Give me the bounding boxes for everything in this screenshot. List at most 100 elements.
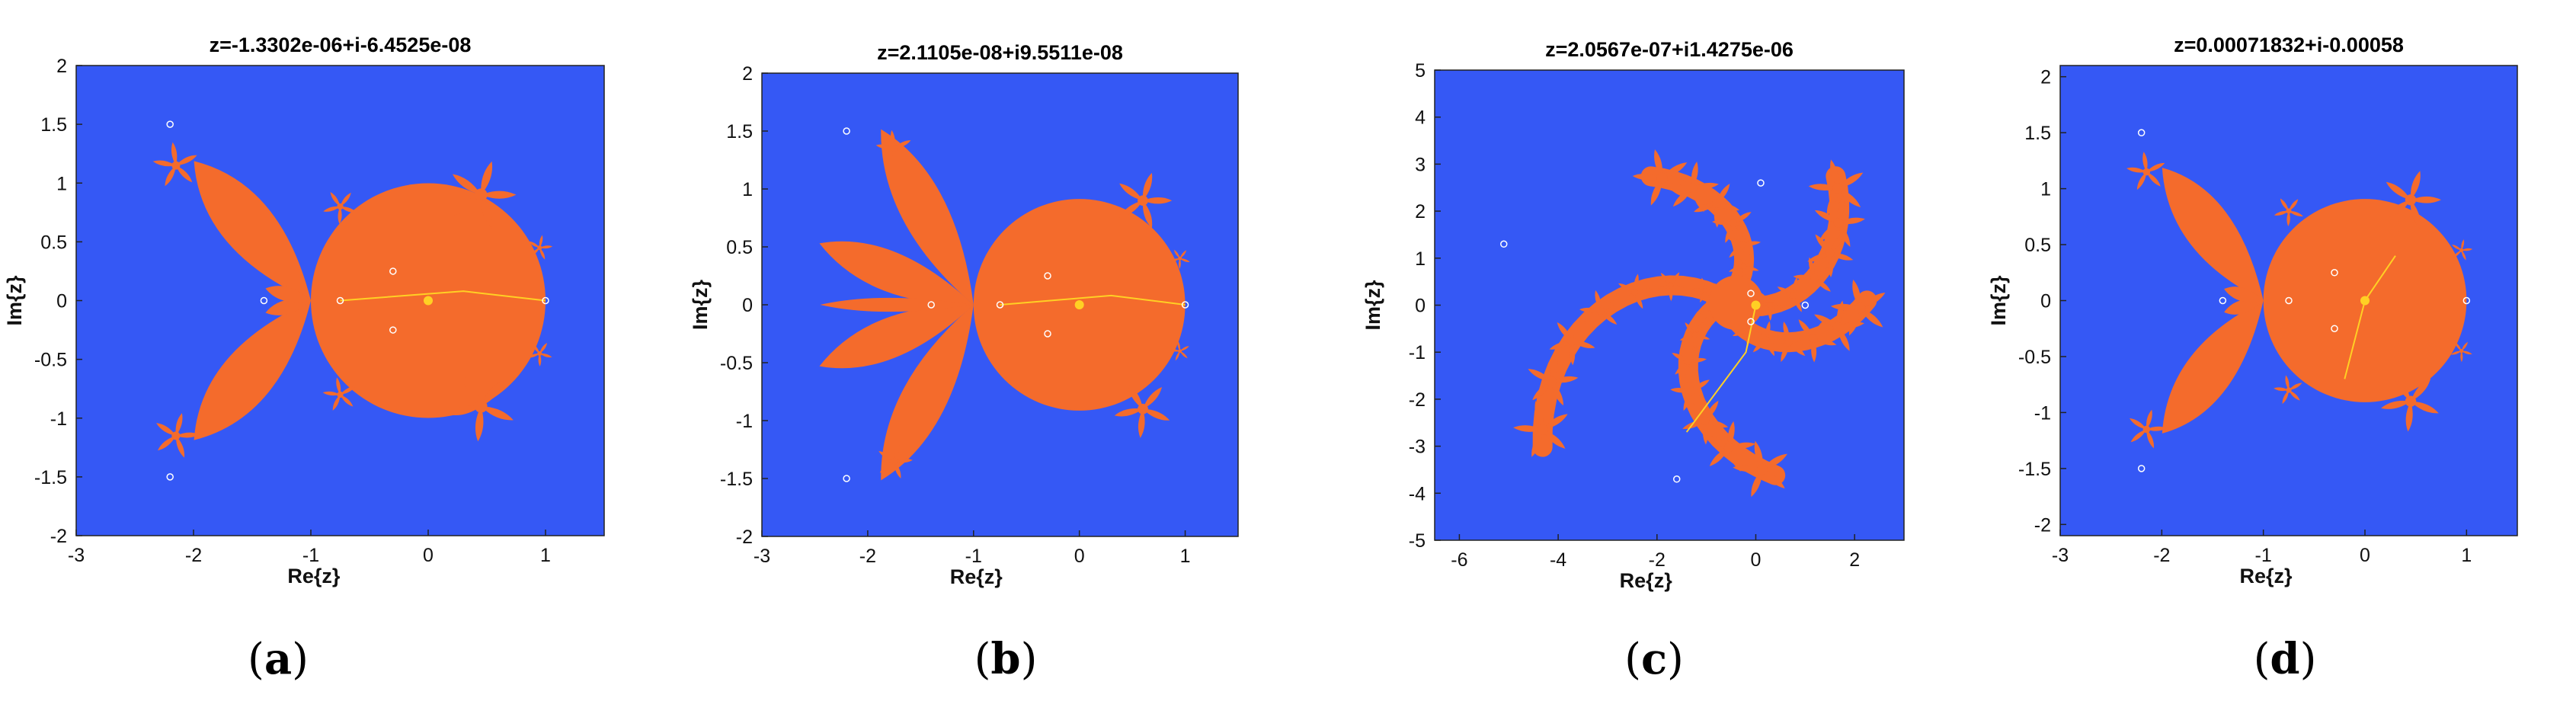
fractal-petal (894, 148, 907, 162)
fractal-flower (1814, 196, 1865, 248)
fractal-flower (1679, 322, 1710, 351)
fractal-petal (2461, 250, 2466, 261)
fractal-petal (2454, 341, 2462, 351)
fractal-flower-core (2286, 387, 2292, 393)
fractal-petal (1595, 290, 1602, 312)
marker-point (2285, 296, 2293, 305)
fractal-petal (481, 161, 493, 195)
x-tick-label: -2 (185, 545, 202, 566)
fractal-petal (1808, 184, 1838, 191)
fractal-petal (1688, 343, 1693, 362)
fractal-flower-core (1138, 403, 1148, 415)
fractal-flower (1632, 149, 1688, 206)
fractal-petal (1818, 327, 1838, 346)
y-tick-label: -1 (736, 411, 753, 432)
fractal-flower (452, 161, 517, 229)
fractal-petal (1829, 233, 1844, 254)
fractal-flower-core (1784, 338, 1793, 347)
fractal-flower (1830, 279, 1886, 336)
fractal-flower (528, 235, 553, 260)
fractal-petal (1793, 274, 1815, 280)
fractal-flower-core (337, 391, 344, 399)
fractal-petal (1600, 311, 1618, 325)
fractal-petal (2274, 210, 2289, 216)
y-tick-label: 0.5 (726, 237, 753, 258)
marker-point (2219, 296, 2227, 305)
y-tick-label: 1 (56, 173, 67, 194)
x-axis-label: Re{z} (950, 565, 1003, 588)
fractal-petal (1694, 322, 1704, 335)
fractal-petal (1662, 178, 1685, 197)
fractal-petal (879, 461, 894, 473)
fractal-petal (1766, 335, 1785, 341)
fractal-petal (1749, 330, 1767, 340)
fractal-petal (1814, 277, 1831, 292)
x-tick-label: 1 (2461, 545, 2472, 566)
orbit-path (340, 290, 546, 302)
fractal-petal (462, 376, 482, 407)
marker-point (996, 301, 1004, 309)
fractal-petal (481, 406, 514, 421)
fractal-petal (1743, 266, 1759, 271)
fractal-petal (875, 144, 894, 149)
fractal-flower (1672, 343, 1707, 379)
fractal-flower (2386, 171, 2441, 229)
marker-point (2462, 296, 2471, 305)
marker-point (389, 267, 397, 275)
fractal-flower-core (1702, 288, 1707, 293)
fractal-petal (1675, 361, 1688, 375)
fractal-petal (1672, 187, 1693, 207)
fractal-petal (538, 353, 542, 367)
fractal-flower (2129, 409, 2167, 449)
y-tick-label: -1.5 (720, 469, 753, 490)
subfigure-caption: (a) (247, 634, 309, 684)
fractal-petal (1668, 175, 1693, 188)
fractal-petal (1706, 300, 1710, 313)
fractal-petal (2386, 200, 2411, 218)
fractal-petal (1634, 288, 1653, 293)
fractal-petal (1860, 308, 1883, 328)
orbit-path (2344, 255, 2396, 379)
x-tick-label: -2 (2153, 545, 2170, 566)
fractal-petal (481, 194, 493, 229)
y-tick-label: -1 (2034, 402, 2051, 424)
fractal-petal (1534, 401, 1544, 430)
fractal-petal (1685, 322, 1695, 335)
marker-point (166, 120, 174, 128)
fractal-petal (539, 353, 552, 358)
fractal-petal (1143, 386, 1163, 409)
y-tick-label: 2 (1415, 201, 1426, 222)
fractal-petal (1811, 338, 1817, 363)
fractal-petal (2142, 152, 2148, 172)
fractal-set (152, 120, 553, 481)
fractal-petal (1826, 188, 1838, 216)
fractal-petal (1632, 173, 1662, 181)
fractal-flower (323, 191, 357, 225)
fractal-flower-core (891, 145, 898, 152)
fractal-petal (1716, 203, 1740, 211)
fractal-petal (1692, 182, 1719, 190)
fractal-petal (2386, 181, 2411, 200)
fractal-flower-core (2405, 395, 2417, 407)
marker-point (1044, 272, 1051, 280)
fractal-flower (156, 413, 200, 458)
fractal-lobe (2224, 299, 2264, 315)
fractal-flower (2381, 375, 2439, 432)
fractal-petal (2451, 245, 2462, 251)
fractal-petal (1727, 421, 1735, 448)
subfigure-caption: (b) (974, 634, 1038, 684)
fractal-petal (539, 245, 553, 249)
fractal-petal (2395, 375, 2411, 402)
orbit-point (424, 296, 433, 306)
fractal-flower (322, 377, 356, 411)
fractal-flower-core (474, 400, 488, 413)
fractal-flower-core (1656, 172, 1668, 184)
fractal-flower-core (1712, 199, 1721, 208)
fractal-petal (1179, 350, 1188, 359)
fractal-petal (1838, 172, 1864, 189)
fractal-petal (1781, 342, 1789, 363)
fractal-lobe (819, 241, 974, 306)
fractal-petal (1173, 249, 1180, 259)
